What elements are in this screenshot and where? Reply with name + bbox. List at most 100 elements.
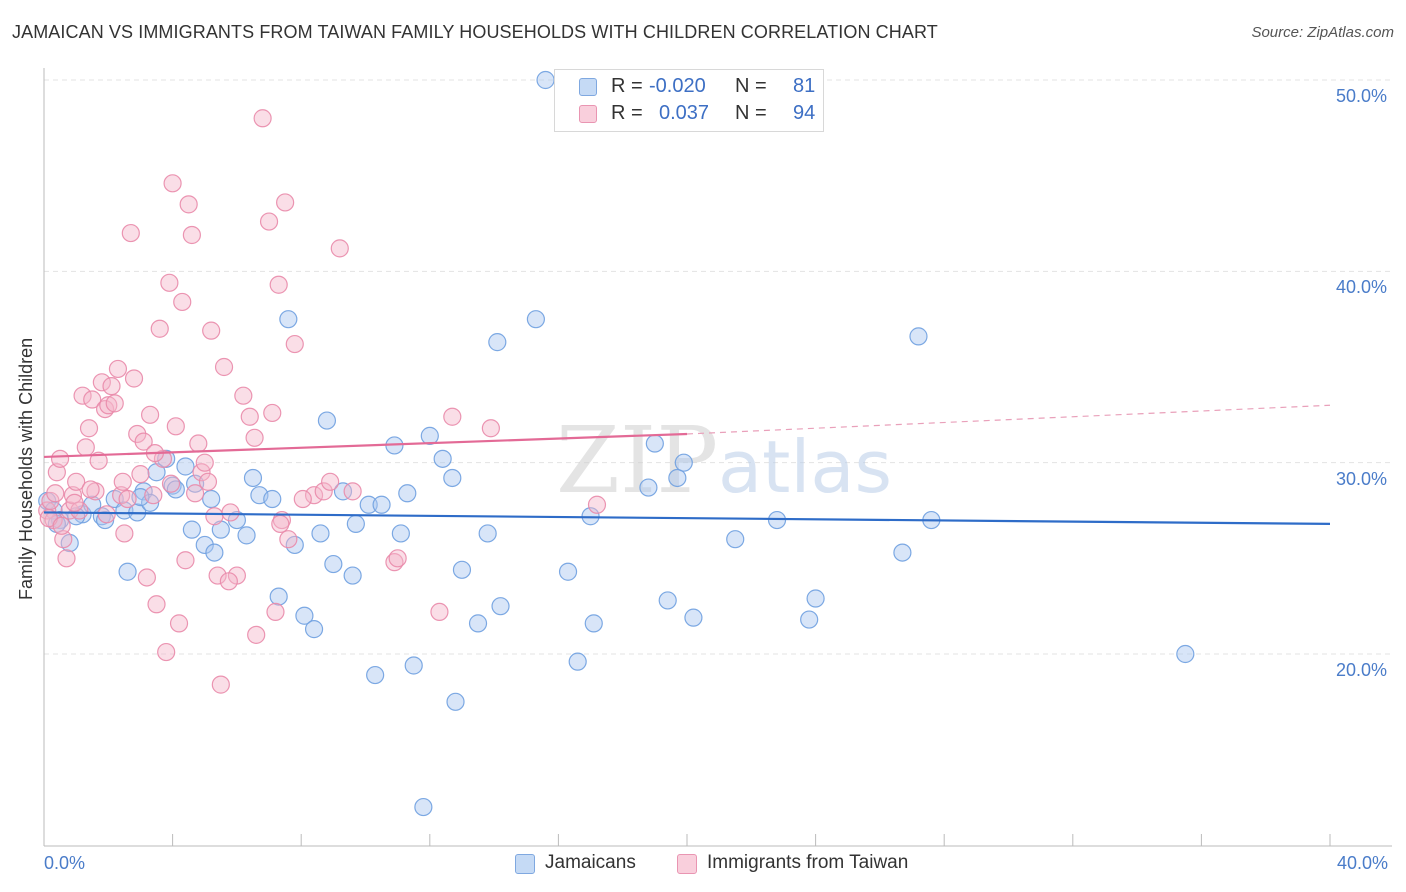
point-taiwan (83, 390, 102, 409)
point-taiwan (304, 486, 324, 505)
point-jamaican (202, 489, 221, 509)
point-taiwan (131, 465, 150, 484)
point-taiwan (57, 549, 76, 568)
legend-r-value: -0.020 (649, 75, 706, 97)
legend-n-label: N = (735, 102, 767, 124)
point-taiwan (176, 551, 195, 570)
point-taiwan (65, 493, 84, 512)
legend-label-taiwan: Immigrants from Taiwan (707, 852, 909, 873)
point-jamaican (243, 468, 263, 488)
point-taiwan (52, 516, 71, 535)
point-taiwan (121, 223, 140, 243)
point-jamaican (446, 692, 465, 711)
point-taiwan (46, 484, 65, 503)
point-jamaican (420, 426, 439, 445)
point-taiwan (269, 275, 288, 294)
source-label: Source: ZipAtlas.com (1251, 24, 1394, 41)
point-taiwan (205, 507, 224, 526)
point-taiwan (234, 386, 253, 405)
point-jamaican (478, 524, 497, 543)
watermark-atlas: atlas (718, 425, 892, 509)
point-jamaican (166, 480, 185, 499)
point-taiwan (208, 566, 227, 585)
legend-swatch-pink (579, 105, 597, 123)
point-taiwan (259, 212, 279, 231)
point-jamaican (295, 606, 314, 625)
point-jamaican (366, 665, 385, 685)
legend-swatch-blue (515, 854, 535, 874)
point-jamaican (391, 524, 410, 543)
legend-r-value: 0.037 (659, 102, 710, 124)
point-jamaican (584, 614, 603, 633)
legend-swatch-blue (579, 78, 597, 96)
point-jamaican (668, 468, 687, 488)
trend-line-taiwan (43, 432, 688, 459)
point-taiwan (102, 377, 121, 396)
point-jamaican (205, 543, 224, 562)
legend-r-label: R = (611, 75, 643, 97)
point-jamaican (558, 562, 578, 581)
point-taiwan (161, 474, 181, 493)
point-taiwan (99, 396, 118, 415)
point-jamaican (468, 614, 488, 633)
point-taiwan (219, 572, 238, 591)
point-taiwan (50, 449, 70, 468)
point-jamaican (324, 554, 343, 574)
point-jamaican (279, 310, 298, 329)
point-taiwan (163, 174, 182, 193)
point-jamaican (806, 589, 825, 608)
point-taiwan (73, 386, 92, 405)
watermark: ZIP atlas (556, 407, 892, 514)
legend-r-label: R = (611, 102, 643, 124)
point-taiwan (481, 419, 500, 438)
point-jamaican (182, 520, 201, 539)
point-jamaican (488, 333, 507, 352)
point-jamaican (304, 620, 324, 639)
point-jamaican (343, 566, 362, 585)
x-tick-label-max: 40.0% (1337, 853, 1389, 873)
legend-item-jamaicans[interactable]: Jamaicans (515, 852, 665, 876)
axes (43, 68, 1392, 847)
point-taiwan (124, 369, 144, 388)
point-jamaican (134, 482, 153, 501)
point-taiwan (221, 503, 240, 522)
point-jamaican (195, 535, 214, 555)
point-jamaican (311, 524, 330, 543)
point-taiwan (113, 472, 132, 491)
point-taiwan (179, 195, 198, 214)
point-taiwan (330, 239, 349, 258)
point-taiwan (198, 472, 218, 491)
trend-line-taiwan-extension (686, 404, 1331, 435)
point-taiwan (266, 602, 285, 622)
point-jamaican (491, 597, 510, 616)
correlation-legend: R = -0.020 N = 81 R = 0.037 N = 94 (554, 69, 824, 132)
legend-item-taiwan[interactable]: Immigrants from Taiwan (677, 852, 937, 876)
point-taiwan (285, 334, 304, 354)
point-taiwan (202, 321, 221, 340)
point-jamaican (443, 468, 462, 488)
point-taiwan (54, 530, 73, 549)
point-jamaican (404, 656, 423, 675)
point-taiwan (38, 501, 57, 520)
y-axis-label: Family Households with Children (16, 337, 36, 600)
point-jamaican (674, 453, 693, 472)
point-jamaican (269, 587, 288, 606)
point-taiwan (388, 549, 407, 568)
point-taiwan (245, 428, 264, 447)
point-jamaican (909, 327, 928, 346)
point-taiwan (118, 489, 137, 509)
y-tick-label: 20.0% (1336, 660, 1388, 680)
point-taiwan (134, 432, 153, 451)
point-jamaican (176, 457, 195, 476)
point-taiwan (321, 472, 340, 491)
point-taiwan (189, 434, 208, 453)
point-jamaican (1176, 644, 1195, 664)
point-taiwan (92, 373, 111, 392)
point-taiwan (430, 602, 449, 622)
point-taiwan (150, 319, 169, 338)
point-jamaican (398, 484, 417, 503)
point-taiwan (279, 530, 298, 549)
point-taiwan (314, 482, 333, 501)
point-jamaican (658, 591, 677, 610)
point-taiwan (137, 568, 156, 587)
